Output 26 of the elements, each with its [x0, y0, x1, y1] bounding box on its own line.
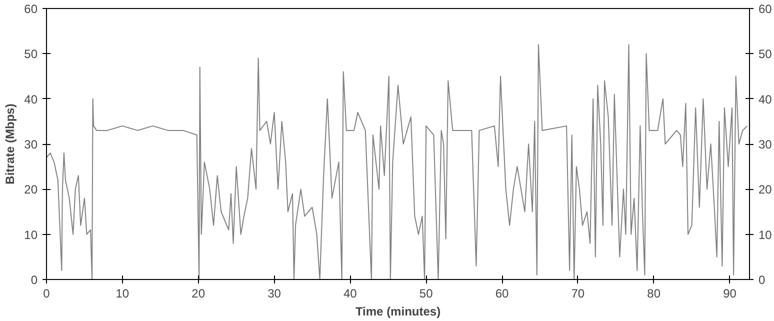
- x-tick-label: 30: [268, 286, 282, 300]
- x-tick-label: 0: [43, 286, 50, 300]
- y2-tick-label: 60: [758, 2, 772, 16]
- y-tick-label: 60: [24, 2, 38, 16]
- y2-tick-label: 40: [758, 92, 772, 106]
- y-tick-label: 0: [30, 273, 38, 287]
- y-tick-label: 30: [24, 138, 38, 152]
- y2-tick-label: 0: [758, 273, 766, 287]
- x-tick-label: 10: [116, 286, 130, 300]
- y-tick-label: 20: [24, 182, 38, 197]
- y2-tick-label: 50: [758, 47, 772, 62]
- x-tick-label: 80: [647, 286, 661, 300]
- x-tick-label: 20: [192, 286, 206, 300]
- y2-tick-label: 20: [758, 182, 772, 197]
- y-tick-label: 40: [24, 92, 38, 106]
- y2-tick-label: 10: [758, 228, 772, 242]
- x-tick-label: 50: [419, 286, 434, 300]
- x-tick-label: 40: [344, 286, 358, 300]
- x-tick-label: 90: [723, 286, 737, 300]
- x-axis-title: Time (minutes): [355, 304, 441, 318]
- y-tick-label: 50: [24, 47, 38, 62]
- x-tick-label: 70: [571, 286, 585, 300]
- x-tick-label: 60: [495, 286, 510, 300]
- y-axis-title: Bitrate (Mbps): [3, 104, 18, 184]
- y-tick-label: 10: [24, 228, 38, 242]
- y2-tick-label: 30: [758, 138, 772, 152]
